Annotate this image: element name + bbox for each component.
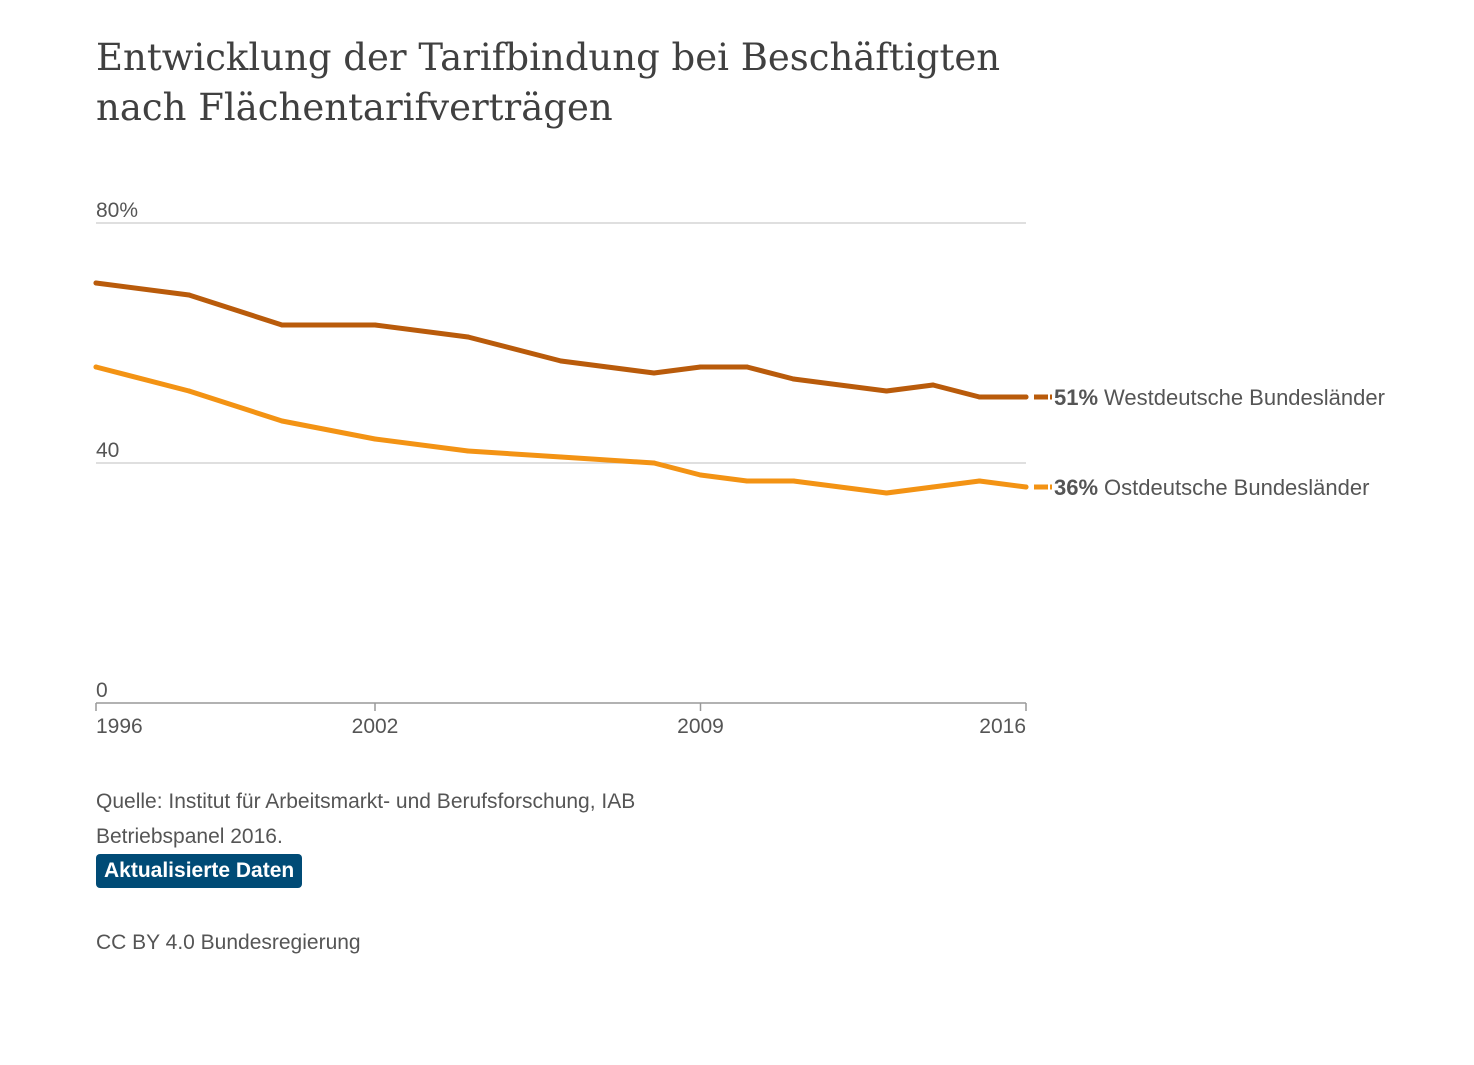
data-point bbox=[1023, 484, 1029, 490]
data-point bbox=[279, 418, 285, 424]
x-tick-label: 2009 bbox=[677, 715, 724, 738]
data-point bbox=[977, 478, 982, 484]
data-point bbox=[977, 394, 982, 400]
data-point bbox=[558, 454, 564, 460]
data-point bbox=[1023, 394, 1029, 400]
data-point bbox=[698, 472, 703, 478]
y-tick-label: 80% bbox=[96, 199, 138, 222]
data-point bbox=[186, 292, 192, 298]
series-end-value: 51% bbox=[1054, 385, 1098, 410]
data-point bbox=[372, 436, 378, 442]
data-point bbox=[465, 334, 471, 340]
data-point bbox=[791, 478, 796, 484]
series-name: Westdeutsche Bundesländer bbox=[1104, 385, 1385, 410]
x-tick-label: 2016 bbox=[979, 715, 1026, 738]
data-point bbox=[186, 388, 192, 394]
data-point bbox=[651, 460, 657, 466]
y-tick-label: 0 bbox=[96, 679, 108, 702]
x-tick-label: 2002 bbox=[352, 715, 399, 738]
data-point bbox=[930, 484, 936, 490]
data-point bbox=[651, 370, 657, 376]
line-chart: 0 40 80% 1996 2002 2009 2016 51% Westdeutsche … bbox=[93, 199, 1385, 738]
series-end-label: 36% Ostdeutsche Bundesländer bbox=[1054, 475, 1369, 500]
data-point bbox=[465, 448, 471, 454]
updated-data-button[interactable]: Aktualisierte Daten bbox=[96, 854, 303, 888]
data-point bbox=[279, 322, 285, 328]
data-point bbox=[791, 376, 796, 382]
series-lines bbox=[93, 280, 1029, 496]
data-point bbox=[558, 358, 564, 364]
series-end-label: 51% Westdeutsche Bundesländer bbox=[1054, 385, 1385, 410]
x-tick-label: 1996 bbox=[96, 715, 143, 738]
data-point bbox=[884, 388, 889, 394]
gridlines: 0 40 80% bbox=[96, 199, 1026, 702]
license-note: CC BY 4.0 Bundesregierung bbox=[96, 931, 361, 954]
data-point bbox=[93, 280, 99, 286]
data-point bbox=[744, 478, 750, 484]
y-tick-label: 40 bbox=[96, 439, 119, 462]
series-line bbox=[93, 280, 1029, 400]
data-point bbox=[93, 364, 99, 370]
data-point bbox=[372, 322, 378, 328]
series-name: Ostdeutsche Bundesländer bbox=[1104, 475, 1369, 500]
data-point bbox=[930, 382, 936, 388]
chart-title: Entwicklung der Tarifbindung bei Beschäf… bbox=[96, 36, 1001, 129]
series-line bbox=[93, 364, 1029, 496]
data-point bbox=[744, 364, 750, 370]
series-end-labels: 51% Westdeutsche Bundesländer 36% Ostdeutsc… bbox=[1034, 385, 1385, 500]
x-axis: 1996 2002 2009 2016 bbox=[95, 702, 1027, 738]
data-point bbox=[698, 364, 703, 370]
source-note: Quelle: Institut für Arbeitsmarkt- und B… bbox=[96, 790, 636, 848]
series-end-value: 36% bbox=[1054, 475, 1098, 500]
data-point bbox=[884, 490, 889, 496]
